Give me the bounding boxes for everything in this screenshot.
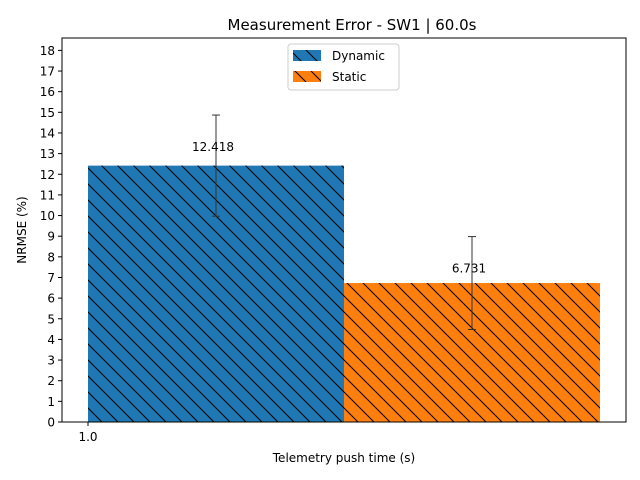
y-tick-label: 8: [47, 250, 55, 264]
x-tick-label: 1.0: [78, 430, 97, 444]
y-tick-label: 14: [40, 126, 55, 140]
data-label-static: 6.731: [452, 262, 486, 276]
y-tick-label: 17: [40, 65, 55, 79]
x-axis-label: Telemetry push time (s): [272, 451, 415, 465]
y-tick-label: 16: [40, 85, 55, 99]
y-tick-label: 11: [40, 188, 55, 202]
plot-frame: [61, 37, 627, 423]
y-tick-label: 10: [40, 209, 55, 223]
data-label-dynamic: 12.418: [192, 140, 234, 154]
y-tick-label: 12: [40, 168, 55, 182]
y-tick-label: 9: [47, 230, 55, 244]
y-tick-label: 3: [47, 354, 55, 368]
y-tick-label: 6: [47, 292, 55, 306]
chart-title: Measurement Error - SW1 | 60.0s: [228, 16, 477, 34]
y-tick-label: 2: [47, 374, 55, 388]
legend: Dynamic Static: [287, 43, 400, 91]
y-tick-label: 13: [40, 147, 55, 161]
legend-label-static: Static: [332, 70, 366, 84]
y-tick-label: 7: [47, 271, 55, 285]
y-axis-label: NRMSE (%): [15, 196, 29, 263]
y-tick-label: 0: [47, 416, 55, 430]
y-tick-label: 15: [40, 106, 55, 120]
legend-swatch-hatch: [293, 71, 321, 82]
y-tick-label: 5: [47, 312, 55, 326]
legend-label-dynamic: Dynamic: [332, 49, 385, 63]
y-tick-label: 4: [47, 333, 55, 347]
y-tick-label: 1: [47, 395, 55, 409]
legend-swatch-hatch: [293, 50, 321, 61]
y-tick-label: 18: [40, 44, 55, 58]
